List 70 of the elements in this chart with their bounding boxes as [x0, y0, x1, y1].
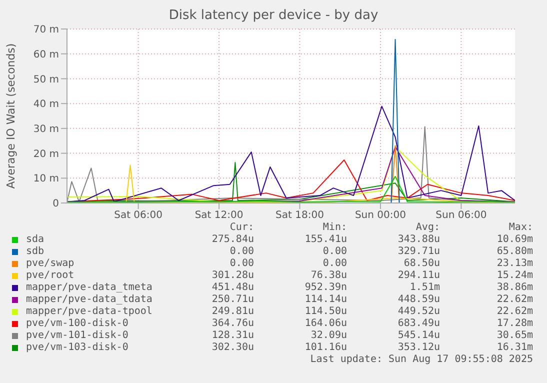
text: Max: — [508, 222, 533, 234]
text: 164.06u — [304, 318, 347, 330]
text: Avg: — [414, 222, 440, 234]
text: 76.38u — [310, 270, 347, 282]
text: 114.14u — [304, 294, 347, 306]
legend-label: sdb — [26, 246, 46, 258]
text: 353.12u — [396, 342, 440, 354]
text: 343.88u — [396, 234, 440, 246]
text: 10.69m — [496, 234, 533, 246]
text: 448.59u — [396, 294, 440, 306]
legend-label: sda — [26, 234, 46, 246]
y-axis-title: Average IO Wait (seconds) — [4, 43, 18, 189]
y-tick-label: 50 m — [33, 74, 59, 86]
legend-label: pve/vm-103-disk-0 — [26, 342, 130, 354]
text: 16.31m — [496, 342, 533, 354]
x-tick-label: Sat 12:00 — [194, 210, 244, 222]
y-tick-label: 70 m — [33, 24, 59, 36]
text: 952.39n — [304, 282, 347, 294]
text: 301.28u — [210, 270, 254, 282]
text: 101.16u — [304, 342, 347, 354]
text: 32.09u — [310, 330, 347, 342]
text: 683.49u — [396, 318, 440, 330]
text: 364.76u — [210, 318, 254, 330]
text: 30.65m — [496, 330, 533, 342]
text: 15.24m — [496, 270, 533, 282]
text: 249.81u — [210, 306, 254, 318]
x-tick-label: Sun 00:00 — [354, 210, 406, 222]
text: 545.14u — [396, 330, 440, 342]
text: 128.31u — [210, 330, 254, 342]
text: 0.00 — [322, 258, 347, 270]
x-tick-label: Sun 06:00 — [436, 210, 487, 222]
text: 17.28m — [496, 318, 533, 330]
text: 0.00 — [228, 246, 254, 258]
legend-label: pve/swap — [26, 258, 76, 270]
text: 22.62m — [496, 294, 533, 306]
text: 114.50u — [304, 306, 347, 318]
text: 275.84u — [210, 234, 254, 246]
y-tick-label: 10 m — [33, 174, 59, 185]
y-tick-label: 0 — [52, 198, 59, 210]
text: 0.00 — [228, 258, 254, 270]
text: 0.00 — [322, 246, 347, 258]
legend-label: pve/vm-100-disk-0 — [26, 318, 130, 330]
text: 451.48u — [210, 282, 254, 294]
legend-label: mapper/pve-data_tdata — [26, 294, 154, 306]
legend-label: mapper/pve-data_tmeta — [26, 282, 154, 294]
text: 155.41u — [304, 234, 347, 246]
x-tick-label: Sat 06:00 — [114, 210, 163, 222]
x-tick-label: Sat 18:00 — [276, 210, 324, 222]
text: 23.13m — [496, 258, 533, 270]
text: 22.62m — [496, 306, 533, 318]
text: Cur: — [228, 222, 254, 234]
legend-label: pve/vm-101-disk-0 — [26, 330, 130, 342]
text: 449.52u — [396, 306, 440, 318]
legend-label: mapper/pve-data-tpool — [26, 306, 154, 318]
text: 68.50u — [402, 258, 440, 270]
text: 38.86m — [496, 282, 533, 294]
text: 65.80m — [496, 246, 533, 258]
y-tick-label: 30 m — [33, 124, 59, 135]
y-tick-label: 20 m — [33, 148, 59, 160]
text: Min: — [322, 222, 347, 234]
y-tick-label: 60 m — [33, 49, 59, 60]
text: 302.30u — [210, 342, 254, 354]
text: 1.51m — [408, 282, 440, 294]
chart-title: Disk latency per device - by day — [168, 8, 380, 23]
text: 250.71u — [210, 294, 254, 306]
y-tick-label: 40 m — [33, 99, 59, 110]
legend-label: pve/root — [26, 270, 76, 282]
text: Last update: Sun Aug 17 09:55:08 2025 — [309, 354, 533, 366]
text: 294.11u — [396, 270, 440, 282]
text: 329.71u — [396, 246, 440, 258]
